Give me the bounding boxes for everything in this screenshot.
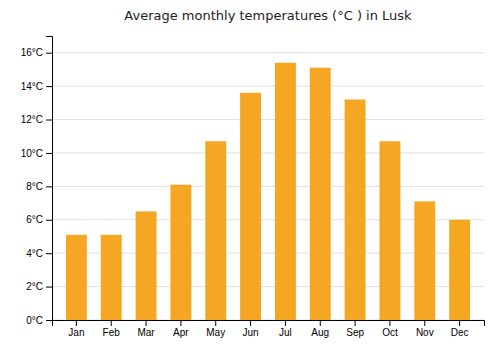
tick: Aug	[311, 320, 329, 338]
chart-container: 0°C 2°C 4°C 6°C 8°C 10°C 12°C 14°C 16°C Jan Feb Mar…	[0, 0, 500, 350]
bar	[205, 141, 226, 320]
x-axis: Jan Feb Mar Apr May Jun Jul Aug Sep Oct Nov Dec	[53, 320, 485, 338]
tick-mark	[250, 320, 251, 326]
tick-label: Nov	[416, 327, 434, 338]
tick-mark	[180, 320, 181, 326]
grid-line	[52, 52, 484, 53]
tick: 10°C	[21, 148, 52, 159]
tick-label: Sep	[346, 327, 364, 338]
tick: Apr	[173, 320, 189, 338]
tick-label: 10°C	[21, 148, 43, 159]
bar	[170, 185, 191, 320]
tick-mark	[320, 320, 321, 326]
tick-label: Jan	[68, 327, 84, 338]
tick-label: 12°C	[21, 114, 43, 125]
tick: Jun	[243, 320, 259, 338]
tick: 8°C	[26, 181, 52, 192]
grid-line	[52, 152, 484, 153]
tick-mark	[111, 320, 112, 326]
tick: Feb	[103, 320, 121, 338]
tick: 16°C	[21, 47, 52, 58]
grid-line	[52, 186, 484, 187]
y-axis: 0°C 2°C 4°C 6°C 8°C 10°C 12°C 14°C 16°C	[21, 37, 53, 326]
tick-label: Aug	[311, 327, 329, 338]
tick-label: Jun	[243, 327, 259, 338]
tick-mark	[46, 253, 52, 254]
tick-label: 8°C	[26, 181, 43, 192]
tick-label: 0°C	[26, 315, 43, 326]
grid-line	[52, 119, 484, 120]
tick-mark	[46, 186, 52, 187]
tick-mark	[285, 320, 286, 326]
tick-label: May	[206, 327, 225, 338]
tick: 12°C	[21, 114, 52, 125]
bar	[101, 235, 122, 320]
tick-label: 4°C	[26, 248, 43, 259]
tick-mark	[459, 320, 460, 326]
tick-label: Dec	[451, 327, 469, 338]
grid-line	[52, 86, 484, 87]
tick-mark	[215, 320, 216, 326]
tick: Mar	[137, 320, 155, 338]
bar	[449, 220, 470, 320]
tick-mark	[146, 320, 147, 326]
tick-label: Mar	[137, 327, 155, 338]
tick-label: 16°C	[21, 47, 43, 58]
tick-label: 14°C	[21, 81, 43, 92]
tick: Nov	[416, 320, 434, 338]
tick: Jan	[68, 320, 84, 338]
tick-mark	[424, 320, 425, 326]
tick: Dec	[451, 320, 469, 338]
tick-mark	[46, 287, 52, 288]
tick: 4°C	[26, 248, 52, 259]
bar	[66, 235, 87, 320]
tick-label: 6°C	[26, 214, 43, 225]
bar	[310, 68, 331, 320]
bars	[66, 63, 470, 320]
tick: 0°C	[26, 315, 52, 326]
tick: 14°C	[21, 81, 52, 92]
grid	[52, 53, 484, 320]
bar	[136, 211, 157, 320]
title: Average monthly temperatures (°C ) in Lu…	[124, 8, 412, 23]
chart: 0°C 2°C 4°C 6°C 8°C 10°C 12°C 14°C 16°C Jan Feb Mar…	[0, 0, 500, 350]
tick-label: Oct	[382, 327, 398, 338]
tick-label: Apr	[173, 327, 189, 338]
bar	[275, 63, 296, 320]
tick-mark	[355, 320, 356, 326]
tick-mark	[46, 320, 52, 321]
tick-mark	[46, 153, 52, 154]
axis-line	[46, 37, 53, 321]
bar	[414, 201, 435, 320]
tick-label: Jul	[279, 327, 292, 338]
tick-mark	[76, 320, 77, 326]
bar	[240, 93, 261, 320]
tick-mark	[46, 86, 52, 87]
tick-mark	[46, 120, 52, 121]
tick-label: 2°C	[26, 281, 43, 292]
axis-line	[53, 321, 485, 327]
bar	[345, 99, 366, 320]
tick: 2°C	[26, 281, 52, 292]
tick: May	[206, 320, 225, 338]
tick-mark	[389, 320, 390, 326]
tick: Jul	[279, 320, 292, 338]
tick-label: Feb	[103, 327, 121, 338]
tick-mark	[46, 53, 52, 54]
bar	[379, 141, 400, 320]
tick-mark	[46, 220, 52, 221]
tick: Sep	[346, 320, 364, 338]
tick: 6°C	[26, 214, 52, 225]
tick: Oct	[382, 320, 398, 338]
